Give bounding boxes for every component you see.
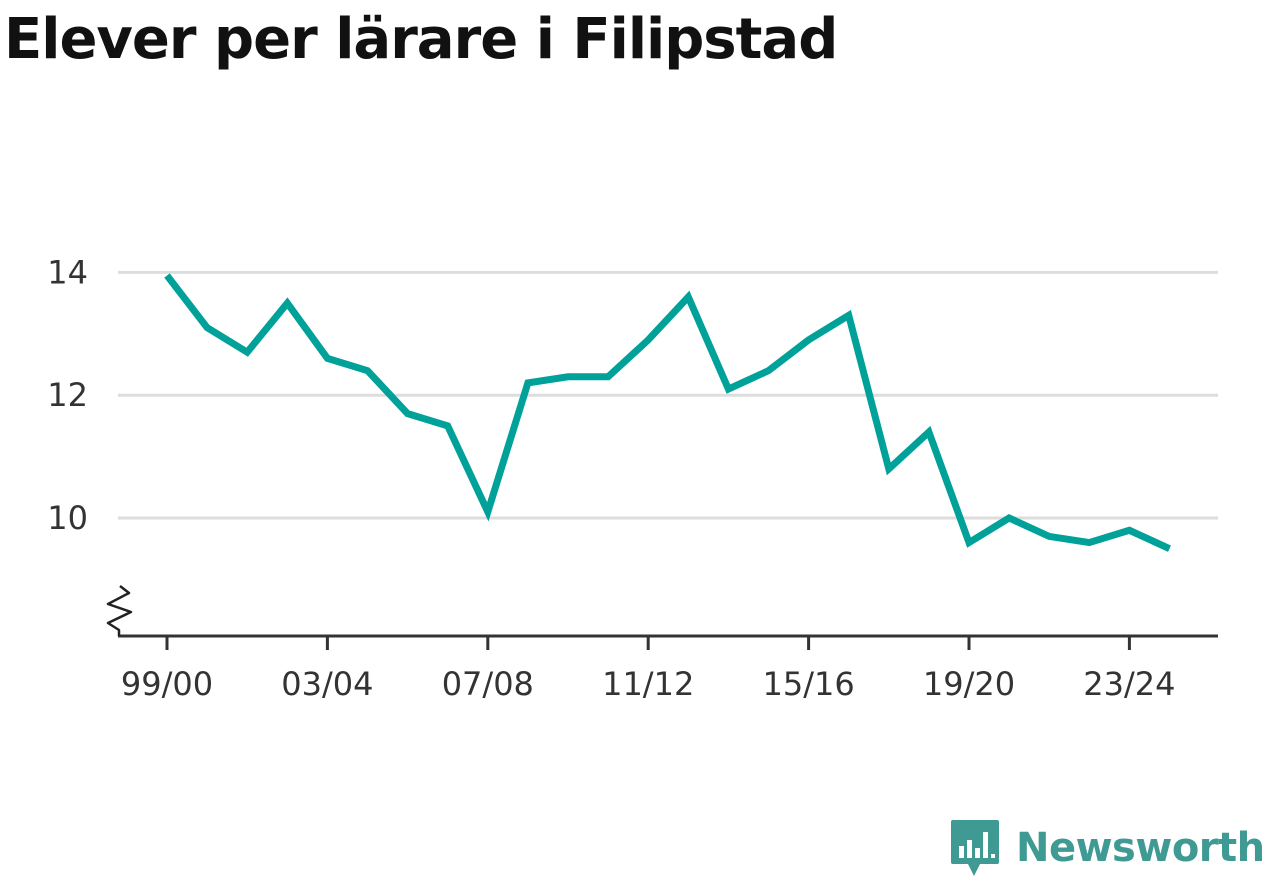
x-axis-ticks: 99/00 03/04 07/08 11/12 15/16 19/20 23/24	[121, 636, 1176, 703]
chart-title: Elever per lärare i Filipstad	[4, 7, 838, 72]
x-axis	[106, 585, 1218, 638]
y-axis-break-icon	[106, 585, 133, 636]
x-tick-label: 15/16	[762, 665, 854, 703]
x-tick-label: 11/12	[602, 665, 694, 703]
series-layer	[164, 273, 1171, 552]
series-line-0	[164, 273, 1171, 552]
y-axis-ticks: 10 12 14	[47, 253, 88, 537]
x-tick-label: 23/24	[1083, 665, 1175, 703]
x-tick-label: 19/20	[923, 665, 1015, 703]
x-tick-label: 07/08	[442, 665, 534, 703]
brand-name: Newsworthy	[1016, 825, 1262, 871]
y-tick-label: 14	[47, 253, 88, 291]
brand-logo: Newsworthy	[950, 818, 1262, 878]
y-tick-label: 10	[47, 499, 88, 537]
gridlines	[118, 270, 1218, 520]
x-tick-label: 99/00	[121, 665, 213, 703]
y-tick-label: 12	[47, 376, 88, 414]
bar-chart-speech-bubble-icon	[951, 820, 999, 876]
x-tick-label: 03/04	[281, 665, 373, 703]
